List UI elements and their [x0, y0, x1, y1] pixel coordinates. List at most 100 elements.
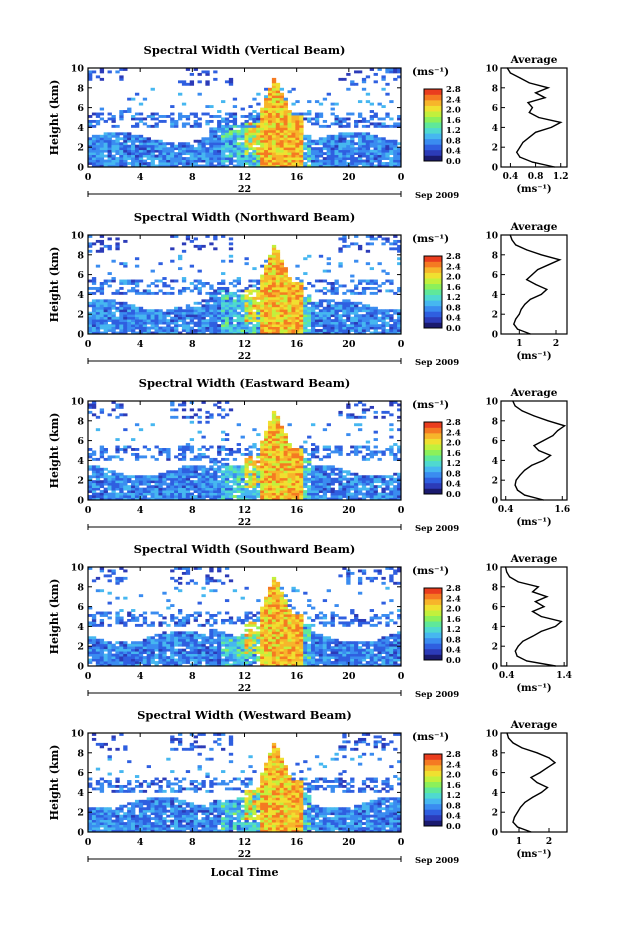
heatmap-cell [103, 306, 108, 310]
heatmap-cell [377, 147, 382, 151]
heatmap-cell [248, 462, 253, 466]
heatmap-cell [346, 472, 351, 476]
heatmap-cell [228, 147, 234, 151]
heatmap-cell [201, 480, 206, 484]
heatmap-cell [264, 100, 269, 104]
heatmap-cell [338, 304, 343, 308]
heatmap-cell [142, 331, 148, 335]
average-y-tick-label: 2 [492, 477, 498, 487]
heatmap-cell [361, 139, 367, 143]
heatmap-cell [240, 129, 245, 133]
heatmap-cell [228, 485, 234, 489]
average-y-tick-label: 8 [492, 251, 498, 261]
heatmap-cell [354, 316, 359, 320]
heatmap-cell [330, 470, 335, 474]
heatmap-cell [174, 579, 179, 583]
heatmap-cell [119, 262, 124, 266]
heatmap-cell [181, 124, 187, 128]
heatmap-cell [181, 616, 187, 620]
heatmap-cell [181, 316, 187, 320]
heatmap-cell [119, 147, 124, 151]
heatmap-cell [279, 321, 285, 325]
heatmap-cell [322, 119, 328, 123]
heatmap-cell [318, 152, 324, 156]
heatmap-cell [393, 401, 398, 404]
heatmap-cell [393, 159, 398, 163]
heatmap-cell [107, 162, 112, 165]
heatmap-cell [381, 147, 386, 151]
heatmap-cell [115, 244, 120, 248]
heatmap-cell [166, 115, 171, 118]
heatmap-cell [127, 651, 132, 655]
heatmap-cell [103, 492, 108, 496]
heatmap-cell [260, 472, 265, 476]
heatmap-cell [369, 480, 375, 484]
heatmap-cell [244, 294, 249, 298]
heatmap-cell [267, 425, 273, 429]
heatmap-cell [271, 460, 277, 464]
heatmap-cell [287, 142, 292, 146]
heatmap-cell [385, 316, 390, 320]
heatmap-cell [217, 495, 222, 498]
heatmap-cell [314, 289, 320, 293]
heatmap-cell [244, 457, 249, 461]
heatmap-cell [393, 124, 398, 128]
heatmap-cell [275, 294, 281, 298]
heatmap-cell [150, 455, 155, 459]
heatmap-cell [248, 492, 253, 496]
heatmap-cell [181, 289, 187, 293]
heatmap-cell [201, 485, 206, 489]
heatmap-cell [209, 314, 214, 318]
heatmap-cell [248, 112, 253, 116]
heatmap-cell [185, 149, 191, 153]
heatmap-cell [326, 423, 331, 427]
heatmap-cell [99, 147, 105, 151]
heatmap-cell [236, 450, 241, 454]
heatmap-cell [209, 284, 214, 288]
heatmap-cell [264, 144, 269, 148]
heatmap-cell [158, 139, 163, 143]
heatmap-cell [377, 142, 382, 146]
heatmap-cell [228, 475, 234, 479]
heatmap-cell [287, 490, 292, 493]
heatmap-cell [162, 321, 167, 325]
heatmap-cell [275, 129, 281, 133]
heatmap-cell [177, 631, 183, 635]
heatmap-cell [271, 418, 277, 422]
heatmap-cell [291, 324, 296, 327]
heatmap-cell [123, 154, 128, 158]
heatmap-cell [271, 445, 277, 449]
heatmap-cell [146, 162, 151, 165]
heatmap-cell [393, 492, 398, 496]
heatmap-cell [385, 321, 390, 325]
heatmap-cell [264, 107, 269, 111]
heatmap-cell [95, 611, 101, 615]
heatmap-cell [267, 279, 273, 283]
heatmap-cell [357, 445, 363, 449]
heatmap-cell [385, 68, 390, 71]
heatmap-cell [271, 157, 277, 160]
heatmap-cell [244, 124, 249, 128]
heatmap-cell [181, 636, 187, 640]
heatmap-cell [314, 164, 320, 168]
heatmap-cell [217, 139, 222, 143]
heatmap-cell [354, 403, 359, 407]
heatmap-cell [260, 448, 265, 451]
x-tick-label: 0 [398, 505, 405, 516]
heatmap-cell [377, 144, 382, 148]
heatmap-cell [111, 291, 116, 295]
heatmap-cell [303, 286, 308, 290]
heatmap-cell [217, 144, 222, 148]
y-tick-label: 6 [77, 103, 84, 114]
heatmap-cell [271, 433, 277, 437]
heatmap-cell [88, 467, 93, 471]
heatmap-cell [146, 480, 151, 484]
heatmap-cell [189, 282, 195, 285]
heatmap-cell [275, 162, 281, 165]
heatmap-cell [283, 490, 288, 493]
heatmap-cell [158, 448, 163, 451]
heatmap-cell [389, 247, 394, 251]
heatmap-cell [342, 117, 347, 121]
heatmap-cell [330, 319, 335, 323]
heatmap-cell [91, 70, 97, 74]
